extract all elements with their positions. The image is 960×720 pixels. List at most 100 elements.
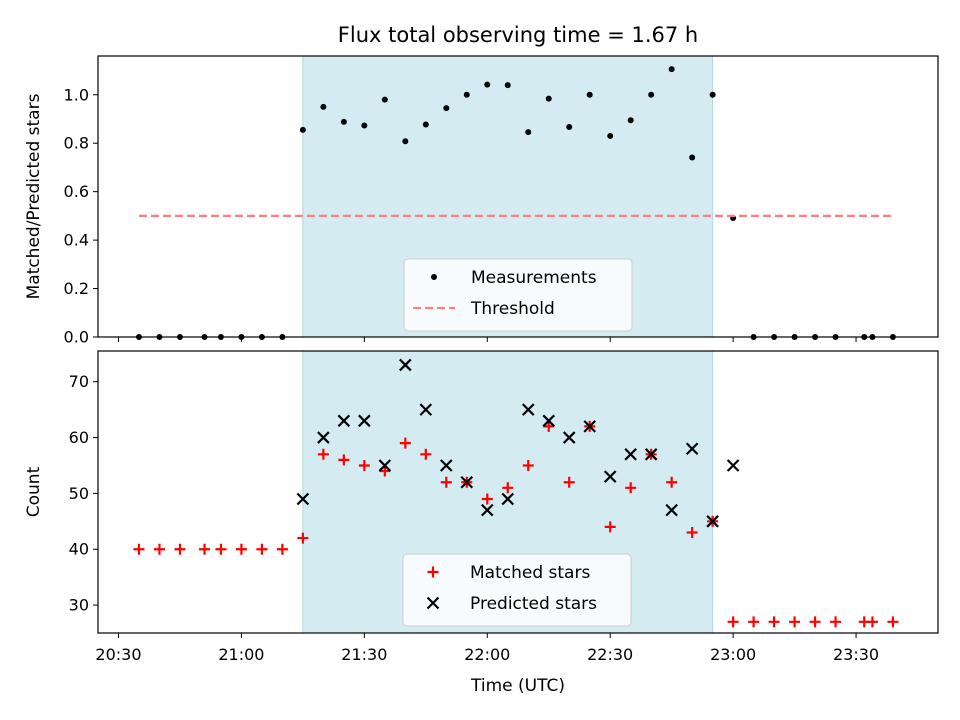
x-tick-label: 22:30 (587, 645, 633, 664)
plot-frame (97, 55, 939, 338)
y-tick-label: 0.8 (64, 134, 89, 153)
y-tick-label: 0.0 (64, 328, 89, 347)
y-tick-label: 0.4 (64, 231, 89, 250)
y-axis-label: Count (24, 466, 44, 517)
legend: Measurements Threshold (403, 258, 633, 332)
data-point (624, 448, 637, 461)
data-point (627, 117, 634, 124)
data-point (199, 543, 211, 555)
data-point (420, 448, 432, 460)
y-axis-label: Matched/Predicted stars (24, 93, 44, 299)
data-point (133, 543, 145, 555)
data-point (481, 493, 493, 505)
data-point (887, 616, 899, 628)
x-tick-label: 23:00 (710, 645, 756, 664)
legend-marker (427, 566, 439, 578)
y-tick-label: 1.0 (64, 85, 89, 104)
data-point (484, 81, 491, 88)
legend-label: Matched stars (470, 563, 590, 583)
data-point (668, 66, 675, 73)
x-tick-label: 21:30 (341, 645, 387, 664)
legend-label: Threshold (470, 299, 555, 319)
data-point (440, 459, 453, 472)
data-point (504, 82, 511, 89)
data-point (543, 420, 555, 432)
data-point (443, 105, 450, 112)
legend-marker (431, 274, 437, 280)
plot-frame (97, 350, 939, 634)
data-point (586, 91, 593, 98)
data-point (399, 437, 411, 449)
y-tick-label: 0.2 (64, 279, 89, 298)
data-point (378, 459, 392, 472)
x-axis-label: Time (UTC) (470, 676, 565, 696)
data-point (726, 459, 740, 472)
data-point (768, 616, 780, 628)
x-tick-label: 23:30 (833, 645, 879, 664)
data-point (686, 526, 698, 538)
data-point (502, 482, 514, 494)
top-panel: 0.0 0.2 0.4 0.6 0.8 1.0 Matched/Predicted star… (24, 23, 939, 347)
data-point (501, 492, 515, 506)
data-point (789, 616, 801, 628)
chart-title: Flux total observing time = 1.67 h (338, 23, 698, 47)
data-point (276, 543, 288, 555)
data-point (297, 532, 309, 544)
data-point (666, 476, 678, 488)
y-tick-label: 60 (69, 428, 89, 447)
data-point (296, 492, 310, 506)
data-point (174, 543, 186, 555)
data-point (402, 138, 409, 145)
data-point (644, 448, 658, 461)
data-point (440, 476, 452, 488)
data-point (419, 403, 433, 416)
data-point (215, 543, 227, 555)
data-point (809, 616, 821, 628)
x-tick-label: 20:30 (95, 645, 141, 664)
data-point (685, 442, 699, 456)
y-tick-label: 0.6 (64, 182, 89, 201)
legend: Matched stars Predicted stars (402, 553, 632, 627)
data-point (563, 476, 575, 488)
y-tick-label: 30 (69, 596, 89, 615)
data-point (542, 414, 556, 428)
data-point (299, 126, 306, 133)
data-point (748, 616, 760, 628)
y-tick-label: 40 (69, 540, 89, 559)
data-point (706, 515, 719, 528)
data-point (463, 91, 470, 98)
data-point (583, 420, 596, 433)
data-point (317, 431, 330, 444)
data-point (727, 616, 739, 628)
series-matched-stars (133, 420, 899, 628)
data-point (399, 358, 412, 372)
x-tick-label: 22:00 (464, 645, 510, 664)
data-point (358, 414, 371, 428)
data-point (603, 470, 617, 483)
data-point (358, 459, 370, 471)
x-tick-label: 21:00 (218, 645, 264, 664)
data-point (522, 459, 534, 471)
data-point (604, 521, 616, 533)
data-point (460, 475, 474, 489)
legend-marker (426, 596, 440, 610)
data-point (422, 121, 429, 128)
data-point (317, 448, 329, 460)
data-point (562, 431, 576, 444)
data-point (866, 616, 878, 628)
y-tick-label: 70 (69, 372, 89, 391)
data-point (830, 616, 842, 628)
legend-box (402, 553, 632, 627)
data-point (648, 91, 655, 98)
data-point (689, 154, 696, 161)
data-point (625, 482, 637, 494)
data-point (153, 543, 165, 555)
data-point (525, 129, 532, 136)
data-point (256, 543, 268, 555)
series-predicted-stars (296, 358, 740, 528)
data-point (709, 91, 716, 98)
data-point (566, 123, 573, 130)
y-tick-label: 50 (69, 484, 89, 503)
data-point (337, 414, 351, 428)
legend-label: Predicted stars (470, 594, 597, 614)
